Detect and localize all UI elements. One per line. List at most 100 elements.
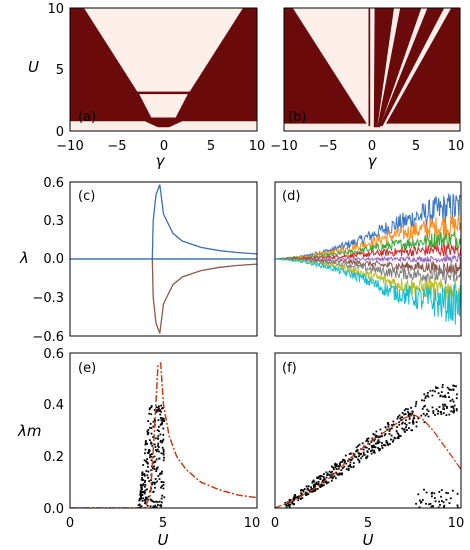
- panel-e-point: [160, 419, 163, 422]
- panel-f-point: [317, 475, 320, 478]
- panel-f-point: [436, 387, 439, 389]
- panel-a-ylabel: U: [28, 58, 39, 76]
- panel-f-point: [358, 459, 361, 462]
- panel-f-point: [431, 394, 434, 397]
- panel-f-point: [319, 475, 322, 477]
- panel-e-point: [158, 500, 161, 503]
- panel-f-point: [423, 488, 425, 491]
- panel-e-point: [156, 448, 159, 451]
- panel-f-point: [446, 386, 449, 389]
- panel-e-xtick-0: 0: [66, 516, 74, 531]
- panel-e-point: [159, 424, 162, 426]
- panel-f-point: [445, 498, 448, 501]
- panel-e-point: [157, 426, 160, 428]
- panel-f-point: [368, 443, 371, 445]
- panel-f-point: [439, 410, 442, 413]
- panel-f-point: [350, 459, 353, 461]
- panel-e-point: [152, 425, 155, 428]
- panel-d-frame: [274, 181, 462, 337]
- panel-f-point: [413, 417, 416, 419]
- panel-f-point: [384, 426, 387, 429]
- panel-f-point: [440, 489, 443, 491]
- panel-f-point: [361, 442, 364, 445]
- panel-e-point: [160, 505, 163, 508]
- panel-e-point: [155, 449, 157, 451]
- panel-c-ylabel: λ: [19, 249, 29, 267]
- panel-f-point: [417, 493, 420, 496]
- panel-f-point: [342, 458, 345, 461]
- panel-a-ytick-0: 0: [56, 125, 64, 140]
- panel-e-point: [153, 461, 155, 464]
- panel-f-point: [361, 455, 364, 458]
- panel-d-series-1: [275, 214, 461, 260]
- panel-e-point: [148, 412, 151, 415]
- panel-f-point: [317, 481, 320, 483]
- panel-f-point: [428, 503, 430, 506]
- panel-f-point: [399, 435, 402, 437]
- panel-e-point: [162, 450, 165, 453]
- panel-f-point: [299, 498, 302, 500]
- panel-e-point: [150, 405, 153, 407]
- panel-f-point: [440, 391, 443, 393]
- panel-e-point: [147, 462, 149, 465]
- panel-e-point: [161, 419, 164, 422]
- panel-f-point: [375, 430, 378, 433]
- panel-e-point: [149, 454, 151, 456]
- panel-e-point: [149, 505, 152, 508]
- panel-e-point: [152, 491, 155, 493]
- panel-f-point: [322, 484, 325, 487]
- panel-f-point: [289, 503, 292, 506]
- panel-f-point: [449, 400, 452, 402]
- panel-f-point: [447, 392, 450, 394]
- panel-e-point: [160, 452, 163, 455]
- panel-f-point: [402, 428, 405, 431]
- panel-e-point: [161, 421, 164, 424]
- panel-f-point: [425, 491, 428, 494]
- panel-f-point: [341, 473, 343, 476]
- panel-f-point: [404, 422, 406, 425]
- panel-f-point: [374, 446, 377, 449]
- panel-b-frame: [283, 7, 461, 132]
- panel-f-point: [450, 388, 453, 391]
- panel-f-point: [379, 448, 382, 451]
- panel-e-point: [151, 453, 153, 455]
- panel-e-point: [150, 455, 153, 458]
- panel-f-point: [371, 449, 374, 452]
- panel-f-point: [295, 496, 297, 499]
- panel-f-point: [426, 413, 428, 415]
- panel-f-point: [417, 417, 420, 420]
- panel-f-point: [378, 441, 381, 443]
- panel-e-point: [161, 440, 164, 442]
- panel-f-point: [347, 465, 350, 468]
- panel-f-point: [408, 415, 411, 418]
- panel-f-point: [325, 476, 328, 479]
- panel-f-point: [348, 465, 351, 468]
- panel-e-ylabel: λm: [17, 422, 42, 440]
- panel-f-point: [348, 453, 351, 455]
- panel-f-point: [353, 455, 356, 458]
- panel-e-point: [142, 479, 145, 481]
- panel-e-point: [154, 504, 156, 507]
- panel-e-point: [160, 486, 162, 489]
- panel-f-point: [452, 388, 455, 391]
- panel-f-point: [357, 452, 360, 455]
- panel-f-point: [371, 446, 374, 449]
- panel-e-point: [152, 481, 155, 484]
- panel-a-xtick-1: −5: [107, 139, 126, 154]
- panel-f-point: [451, 489, 454, 492]
- panel-e-point: [142, 497, 144, 500]
- panel-f-point: [414, 405, 417, 408]
- panel-f-point: [358, 455, 360, 458]
- panel-f-point: [306, 488, 309, 491]
- panel-f-point: [376, 435, 379, 438]
- panel-f-point: [337, 472, 340, 475]
- panel-b-region-1: [368, 8, 371, 127]
- panel-e-point: [154, 420, 157, 422]
- panel-e-point: [151, 481, 154, 484]
- panel-f-point: [315, 481, 318, 484]
- panel-f-point: [423, 421, 426, 424]
- panel-f-point: [455, 385, 457, 388]
- panel-e-point: [155, 458, 158, 461]
- panel-e-point: [161, 407, 163, 410]
- panel-f-point: [345, 468, 348, 470]
